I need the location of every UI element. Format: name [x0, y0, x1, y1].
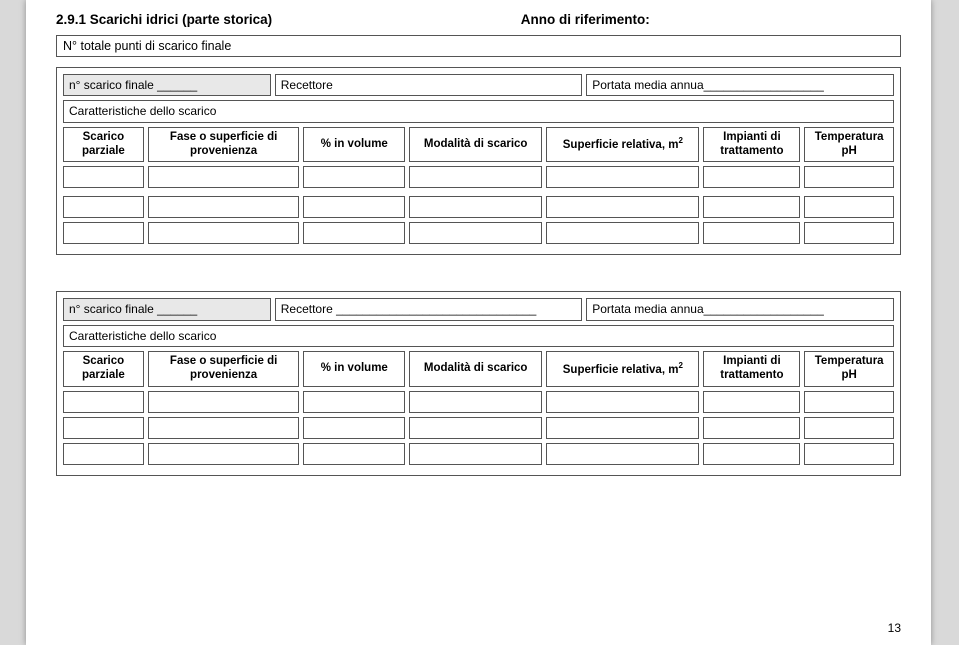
cell: [63, 222, 144, 244]
caratteristiche-row: Caratteristiche dello scarico: [63, 325, 894, 347]
cell: [546, 443, 699, 465]
table-row: [63, 391, 894, 413]
cell: [804, 222, 894, 244]
page-container: 2.9.1 Scarichi idrici (parte storica) An…: [26, 0, 931, 645]
col-superficie: Superficie relativa, m2: [546, 351, 699, 387]
cell: [546, 391, 699, 413]
cell: [804, 417, 894, 439]
table-row: [63, 443, 894, 465]
cell: [148, 443, 300, 465]
column-header-row: Scarico parziale Fase o superficie di pr…: [63, 351, 894, 387]
cell: [703, 417, 800, 439]
cell: [303, 166, 405, 188]
cell: [148, 166, 300, 188]
cell: [546, 196, 699, 218]
cell: [409, 391, 542, 413]
cell: [546, 417, 699, 439]
cell: [703, 391, 800, 413]
col-fase: Fase o superficie di provenienza: [148, 351, 300, 387]
col-modalita: Modalità di scarico: [409, 127, 542, 163]
cell: [703, 196, 800, 218]
totale-punti-label: N° totale punti di scarico finale: [63, 39, 231, 53]
col-scarico-parziale: Scarico parziale: [63, 351, 144, 387]
col-volume: % in volume: [303, 127, 405, 163]
cell: [148, 196, 300, 218]
cell: [804, 443, 894, 465]
summary-row: n° scarico finale ______ Recettore Porta…: [63, 74, 894, 96]
cell: [804, 196, 894, 218]
cell: [63, 391, 144, 413]
cell: [148, 391, 300, 413]
col-superficie: Superficie relativa, m2: [546, 127, 699, 163]
cell: [804, 391, 894, 413]
cell: [409, 196, 542, 218]
section-title: 2.9.1 Scarichi idrici (parte storica): [56, 12, 521, 27]
cell: [303, 222, 405, 244]
caratteristiche-cell: Caratteristiche dello scarico: [63, 325, 894, 347]
col-modalita: Modalità di scarico: [409, 351, 542, 387]
scarico-block-2: n° scarico finale ______ Recettore _____…: [56, 291, 901, 475]
cell: [546, 222, 699, 244]
cell: [303, 417, 405, 439]
cell: [546, 166, 699, 188]
cell: [804, 166, 894, 188]
col-impianti: Impianti di trattamento: [703, 351, 800, 387]
table-row: [63, 166, 894, 188]
col-temperatura: Temperatura pH: [804, 127, 894, 163]
col-temperatura: Temperatura pH: [804, 351, 894, 387]
col-volume: % in volume: [303, 351, 405, 387]
scarico-finale-cell: n° scarico finale ______: [63, 298, 271, 320]
col-impianti: Impianti di trattamento: [703, 127, 800, 163]
cell: [148, 417, 300, 439]
cell: [409, 443, 542, 465]
cell: [63, 417, 144, 439]
caratteristiche-row: Caratteristiche dello scarico: [63, 100, 894, 122]
cell: [303, 196, 405, 218]
cell: [63, 196, 144, 218]
anno-riferimento-label: Anno di riferimento:: [521, 12, 901, 27]
table-row: [63, 222, 894, 244]
summary-row: n° scarico finale ______ Recettore _____…: [63, 298, 894, 320]
portata-cell: Portata media annua__________________: [586, 298, 893, 320]
cell: [409, 166, 542, 188]
cell: [303, 391, 405, 413]
totale-punti-row: N° totale punti di scarico finale: [56, 35, 901, 57]
col-scarico-parziale: Scarico parziale: [63, 127, 144, 163]
scarico-finale-cell: n° scarico finale ______: [63, 74, 271, 96]
table-row: [63, 417, 894, 439]
cell: [703, 443, 800, 465]
table-row: [63, 196, 894, 218]
column-header-row: Scarico parziale Fase o superficie di pr…: [63, 127, 894, 163]
section-header: 2.9.1 Scarichi idrici (parte storica) An…: [56, 12, 901, 27]
scarico-block-1: n° scarico finale ______ Recettore Porta…: [56, 67, 901, 255]
cell: [409, 417, 542, 439]
cell: [148, 222, 300, 244]
cell: [409, 222, 542, 244]
recettore-cell: Recettore: [275, 74, 582, 96]
portata-cell: Portata media annua__________________: [586, 74, 893, 96]
page-number: 13: [888, 621, 901, 635]
col-fase: Fase o superficie di provenienza: [148, 127, 300, 163]
caratteristiche-cell: Caratteristiche dello scarico: [63, 100, 894, 122]
cell: [303, 443, 405, 465]
cell: [63, 166, 144, 188]
recettore-cell: Recettore ______________________________: [275, 298, 582, 320]
cell: [63, 443, 144, 465]
cell: [703, 222, 800, 244]
cell: [703, 166, 800, 188]
